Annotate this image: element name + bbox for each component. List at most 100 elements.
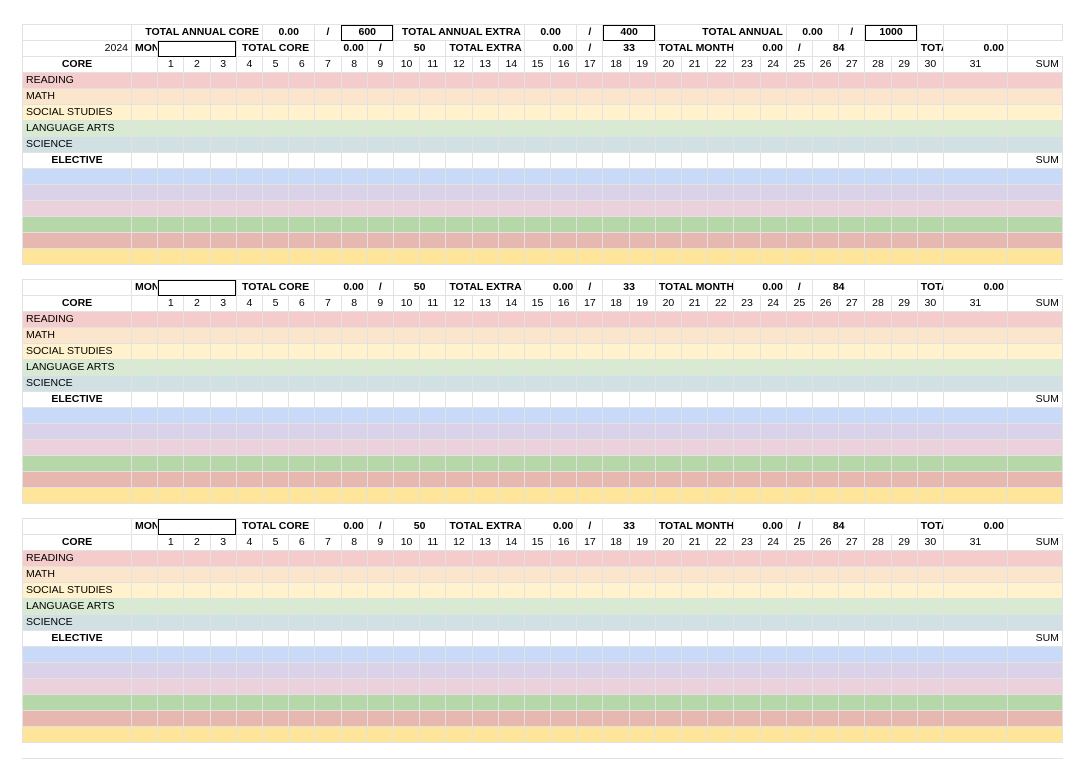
empty-cell[interactable] [288,232,316,249]
empty-cell[interactable] [680,72,709,89]
empty-cell[interactable] [838,550,866,568]
empty-cell[interactable] [733,152,761,169]
empty-cell[interactable] [916,104,944,121]
empty-cell[interactable] [288,598,316,616]
empty-cell[interactable] [942,104,1008,121]
empty-cell[interactable] [523,694,552,712]
empty-cell[interactable] [419,104,447,121]
empty-cell[interactable] [340,168,368,185]
empty-cell[interactable] [602,232,630,249]
empty-cell[interactable] [130,248,159,265]
empty-cell[interactable] [235,630,264,648]
empty-cell[interactable] [707,343,735,361]
empty-cell[interactable] [680,391,709,409]
empty-cell[interactable] [288,168,316,185]
empty-cell[interactable] [733,216,761,233]
empty-cell[interactable] [523,375,552,393]
empty-cell[interactable] [445,248,473,265]
empty-cell[interactable] [838,104,866,121]
empty-cell[interactable] [157,742,185,759]
empty-cell[interactable] [942,168,1008,185]
empty-cell[interactable] [1006,104,1063,121]
empty-cell[interactable] [654,120,683,137]
empty-cell[interactable] [759,343,787,361]
empty-cell[interactable] [811,343,840,361]
empty-cell[interactable] [392,471,421,489]
empty-cell[interactable] [628,184,656,201]
empty-cell[interactable] [628,104,656,121]
empty-cell[interactable] [916,439,944,457]
empty-cell[interactable] [366,216,394,233]
empty-cell[interactable] [602,120,630,137]
empty-cell[interactable] [838,359,866,377]
empty-cell[interactable] [22,503,132,520]
empty-cell[interactable] [838,184,866,201]
empty-cell[interactable] [707,455,735,473]
empty-cell[interactable] [864,136,892,153]
empty-cell[interactable] [497,136,525,153]
empty-cell[interactable] [890,694,918,712]
empty-cell[interactable] [864,120,892,137]
empty-cell[interactable] [471,263,499,281]
empty-cell[interactable] [314,184,342,201]
empty-cell[interactable] [130,104,159,121]
empty-cell[interactable] [916,88,944,105]
empty-cell[interactable] [890,614,918,632]
empty-cell[interactable] [576,439,604,457]
empty-cell[interactable] [523,662,552,680]
empty-cell[interactable] [916,407,944,425]
empty-cell[interactable] [1006,598,1063,616]
empty-cell[interactable] [550,614,578,632]
empty-cell[interactable] [471,550,499,568]
empty-cell[interactable] [235,582,264,600]
empty-cell[interactable] [838,710,866,728]
empty-cell[interactable] [707,646,735,664]
empty-cell[interactable] [916,710,944,728]
empty-cell[interactable] [890,152,918,169]
empty-cell[interactable] [785,582,813,600]
empty-cell[interactable] [471,200,499,217]
empty-cell[interactable] [314,662,342,680]
empty-cell[interactable] [261,200,290,217]
empty-cell[interactable] [890,582,918,600]
empty-cell[interactable] [130,311,159,329]
empty-cell[interactable] [864,311,892,329]
empty-cell[interactable] [130,742,159,759]
empty-cell[interactable] [654,263,683,281]
empty-cell[interactable] [759,152,787,169]
empty-cell[interactable] [157,726,185,744]
empty-cell[interactable] [130,694,159,712]
empty-cell[interactable] [523,503,552,520]
empty-cell[interactable] [419,678,447,696]
empty-cell[interactable] [838,566,866,584]
empty-cell[interactable] [392,248,421,265]
empty-cell[interactable] [419,566,447,584]
empty-cell[interactable] [392,72,421,89]
empty-cell[interactable] [654,168,683,185]
empty-cell[interactable] [261,550,290,568]
empty-cell[interactable] [419,423,447,441]
empty-cell[interactable] [759,726,787,744]
empty-cell[interactable] [445,407,473,425]
empty-cell[interactable] [628,136,656,153]
empty-cell[interactable] [261,439,290,457]
empty-cell[interactable] [340,263,368,281]
empty-cell[interactable] [811,407,840,425]
empty-cell[interactable] [183,455,211,473]
empty-cell[interactable] [497,710,525,728]
empty-cell[interactable] [183,694,211,712]
empty-cell[interactable] [183,375,211,393]
empty-cell[interactable] [1006,646,1063,664]
empty-cell[interactable] [314,200,342,217]
empty-cell[interactable] [1006,566,1063,584]
empty-cell[interactable] [288,550,316,568]
elective-name-cell[interactable] [22,184,132,201]
empty-cell[interactable] [235,694,264,712]
empty-cell[interactable] [366,391,394,409]
empty-cell[interactable] [366,200,394,217]
empty-cell[interactable] [183,471,211,489]
empty-cell[interactable] [366,471,394,489]
empty-cell[interactable] [785,423,813,441]
empty-cell[interactable] [235,168,264,185]
empty-cell[interactable] [183,104,211,121]
